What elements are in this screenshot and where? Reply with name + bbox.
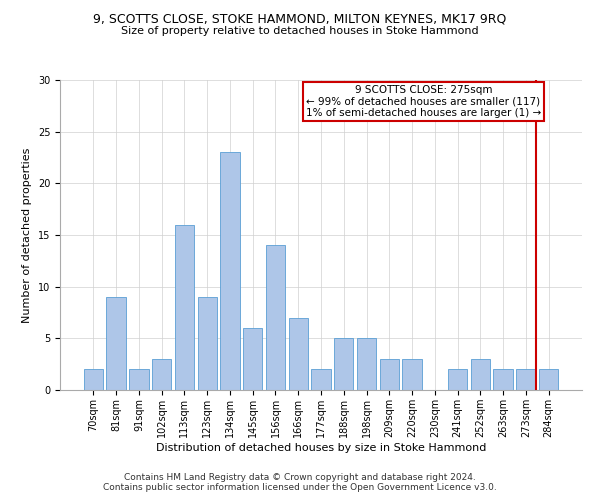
Bar [106, 297, 126, 390]
Text: 9, SCOTTS CLOSE, STOKE HAMMOND, MILTON KEYNES, MK17 9RQ: 9, SCOTTS CLOSE, STOKE HAMMOND, MILTON K… [94, 12, 506, 26]
Bar [197, 297, 217, 390]
Bar [152, 359, 172, 390]
Text: Contains HM Land Registry data © Crown copyright and database right 2024.
Contai: Contains HM Land Registry data © Crown c… [103, 473, 497, 492]
Bar [243, 328, 262, 390]
Bar [493, 370, 513, 390]
Bar [175, 224, 194, 390]
Bar [470, 359, 490, 390]
Bar [539, 370, 558, 390]
Bar [289, 318, 308, 390]
Bar [380, 359, 399, 390]
Y-axis label: Number of detached properties: Number of detached properties [22, 148, 32, 322]
Text: 9 SCOTTS CLOSE: 275sqm
← 99% of detached houses are smaller (117)
1% of semi-det: 9 SCOTTS CLOSE: 275sqm ← 99% of detached… [306, 85, 541, 118]
Bar [129, 370, 149, 390]
Text: Size of property relative to detached houses in Stoke Hammond: Size of property relative to detached ho… [121, 26, 479, 36]
Bar [516, 370, 536, 390]
Bar [266, 246, 285, 390]
Bar [448, 370, 467, 390]
Bar [220, 152, 239, 390]
Bar [334, 338, 353, 390]
X-axis label: Distribution of detached houses by size in Stoke Hammond: Distribution of detached houses by size … [156, 442, 486, 452]
Bar [403, 359, 422, 390]
Bar [84, 370, 103, 390]
Bar [357, 338, 376, 390]
Bar [311, 370, 331, 390]
